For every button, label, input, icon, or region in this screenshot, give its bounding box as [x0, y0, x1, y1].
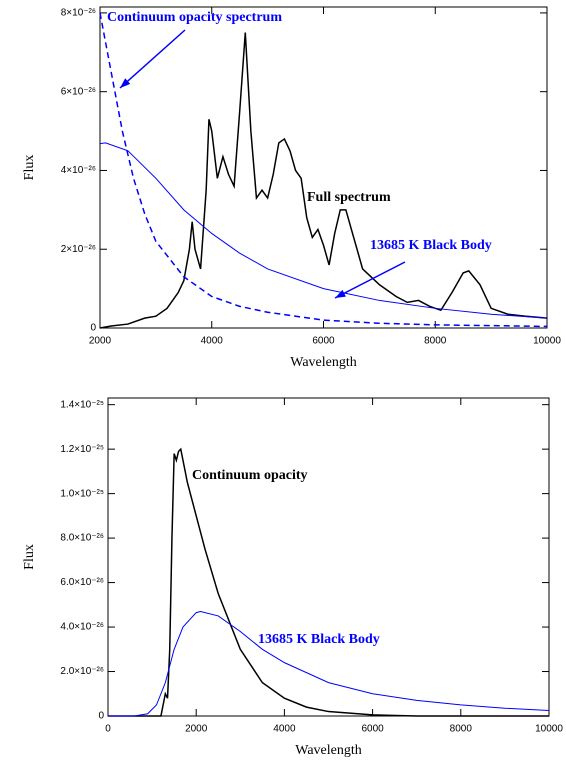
arrow-head: [335, 289, 346, 298]
y-tick-label: 4.0×10⁻²⁶: [60, 622, 104, 633]
y-tick-label: 8×10⁻²⁶: [61, 8, 96, 19]
x-tick-label: 4000: [273, 724, 296, 735]
arrow-shaft: [119, 29, 186, 89]
y-tick-label: 1.0×10⁻²⁵: [60, 488, 104, 499]
x-tick-label: 10000: [533, 336, 561, 347]
x-axis-label: Wavelength: [290, 355, 357, 370]
annotation: 13685 K Black Body: [258, 632, 380, 647]
x-tick-label: 4000: [201, 336, 224, 347]
annotation: 13685 K Black Body: [370, 238, 492, 253]
y-axis-label: Flux: [22, 155, 37, 181]
x-axis-label: Wavelength: [295, 743, 362, 758]
annotation: Full spectrum: [307, 190, 391, 205]
x-tick-label: 6000: [361, 724, 384, 735]
annotation: Continuum opacity spectrum: [107, 10, 282, 25]
y-tick-label: 8.0×10⁻²⁶: [60, 533, 104, 544]
y-tick-label: 0: [98, 711, 104, 722]
data-line: [108, 610, 550, 717]
y-tick-label: 1.4×10⁻²⁵: [60, 399, 104, 410]
y-tick-label: 1.2×10⁻²⁵: [60, 444, 104, 455]
y-tick-label: 2.0×10⁻²⁶: [60, 666, 104, 677]
x-tick-label: 10000: [535, 724, 563, 735]
arrow-shaft: [334, 261, 406, 299]
x-tick-label: 2000: [185, 724, 208, 735]
y-tick-label: 6.0×10⁻²⁶: [60, 577, 104, 588]
annotation: Continuum opacity: [192, 468, 308, 483]
x-tick-label: 2000: [89, 336, 112, 347]
data-line: [99, 32, 548, 329]
y-tick-label: 2×10⁻²⁶: [61, 244, 96, 255]
y-tick-label: 4×10⁻²⁶: [61, 165, 96, 176]
x-tick-label: 6000: [312, 336, 335, 347]
data-line: [99, 142, 548, 319]
data-line: [108, 447, 549, 717]
x-tick-label: 8000: [424, 336, 447, 347]
arrow-head: [120, 78, 131, 88]
x-tick-label: 8000: [450, 724, 473, 735]
plot-frame: [107, 397, 550, 717]
x-tick-label: 0: [105, 724, 111, 735]
y-axis-label: Flux: [22, 544, 37, 570]
y-tick-label: 0: [90, 323, 96, 334]
data-line: [99, 12, 548, 328]
y-tick-label: 6×10⁻²⁶: [61, 86, 96, 97]
plot-frame: [99, 6, 548, 329]
